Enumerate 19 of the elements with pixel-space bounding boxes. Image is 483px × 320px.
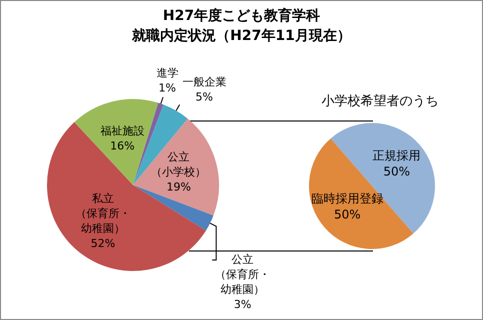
slice-label: 進学 [156,66,178,80]
data-label: 52% [90,236,116,250]
data-label: 1% [158,81,176,94]
slice-label: 公立（小学校） [151,150,206,179]
chart-title: 小学校希望者のうち [320,93,440,110]
slice-label: 福祉施設 [100,124,144,138]
slice-label: 正規採用 [372,148,421,163]
slice-label: 一般企業 [182,75,226,88]
slice-label: 私立（保育所・幼稚園） [75,192,130,235]
data-label: 50% [334,208,361,222]
data-label: 16% [110,139,135,152]
chart-subtitle: 就職内定状況（H27年11月現在） [130,26,352,46]
slice-label: 公立（保育所・幼稚園） [215,252,270,296]
data-label: 5% [196,90,213,104]
data-label: 3% [234,298,252,311]
chart-title: H27年度こども教育学科 [162,6,322,26]
slice-label: 臨時採用登録 [311,192,384,206]
data-label: 19% [166,180,191,194]
data-label: 50% [383,164,410,179]
